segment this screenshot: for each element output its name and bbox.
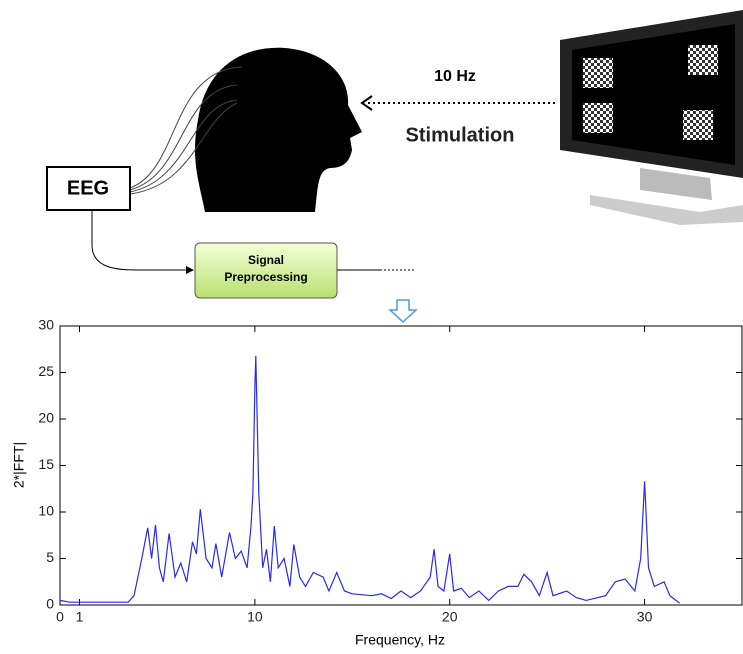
- stimulation-label: Stimulation: [406, 124, 515, 146]
- x-tick-label: 1: [76, 609, 84, 625]
- down-arrow: [388, 299, 418, 324]
- x-axis-label: Frequency, Hz: [355, 632, 445, 648]
- processing-label: Signal: [248, 253, 284, 267]
- y-tick-label: 5: [46, 549, 54, 565]
- y-axis-label: 2*|FFT|: [11, 442, 27, 488]
- eeg-box: [46, 166, 131, 211]
- x-tick-label: 20: [442, 609, 458, 625]
- eeg-label: EEG: [67, 177, 109, 199]
- y-tick-label: 15: [38, 456, 54, 472]
- head: [195, 47, 362, 213]
- y-tick-label: 20: [38, 410, 54, 426]
- y-tick-label: 0: [46, 596, 54, 612]
- processing-label: Preprocessing: [224, 270, 307, 284]
- monitor: [560, 10, 743, 225]
- wires: [129, 66, 243, 195]
- spectrum-line: [59, 355, 680, 604]
- electrodes: [237, 64, 248, 103]
- x-tick-label: 30: [637, 609, 653, 625]
- connector: [91, 210, 193, 271]
- y-tick-label: 30: [38, 317, 54, 333]
- y-tick-label: 10: [38, 503, 54, 519]
- x-tick-label: 0: [56, 609, 64, 625]
- x-tick-label: 10: [247, 609, 263, 625]
- arrow-head: [360, 95, 373, 111]
- arrow-head: [186, 266, 194, 274]
- y-tick-label: 25: [38, 363, 54, 379]
- frequency-label: 10 Hz: [434, 68, 476, 85]
